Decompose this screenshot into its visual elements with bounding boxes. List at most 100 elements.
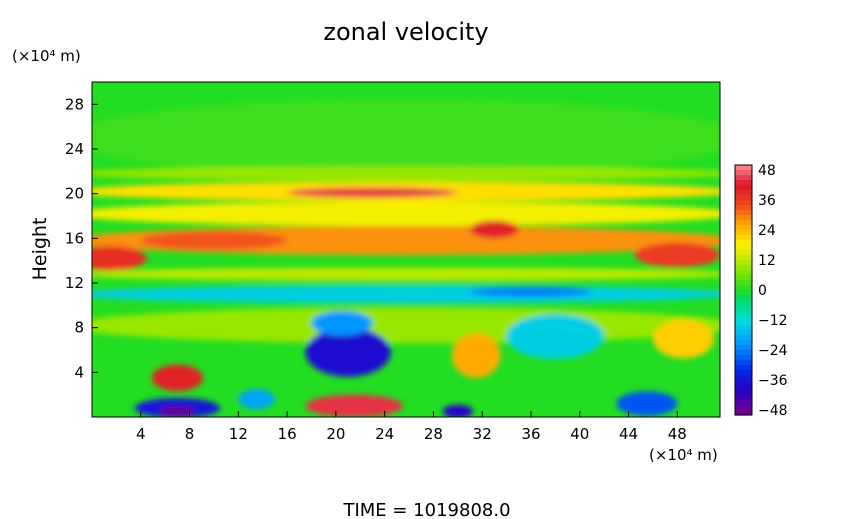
colorbar-tick-label: 48 (758, 163, 776, 179)
colorbar-segment (735, 245, 752, 251)
y-axis-ticks: 4 8 12 16 20 24 28 (65, 95, 98, 381)
colorbar-segment (735, 210, 752, 216)
colorbar-segment (735, 365, 752, 371)
colorbar-segment (735, 235, 752, 241)
colorbar-segment (735, 325, 752, 331)
y-tick-label: 16 (65, 229, 84, 247)
heatmap-region (652, 319, 714, 359)
colorbar-segment (735, 395, 752, 401)
time-label: TIME = 1019808.0 (342, 500, 510, 519)
x-tick-label: 12 (229, 425, 248, 443)
x-tick-label: 20 (326, 425, 345, 443)
colorbar-segment (735, 335, 752, 341)
colorbar-segment (735, 390, 752, 396)
colorbar-segment (735, 290, 752, 296)
heatmap-region (151, 364, 203, 392)
x-tick-label: 36 (521, 425, 540, 443)
heatmap-plot (92, 82, 720, 417)
heatmap-region (451, 333, 501, 378)
colorbar-segment (735, 355, 752, 361)
colorbar-segment (735, 170, 752, 176)
colorbar-segment (735, 320, 752, 326)
colorbar-segment (735, 260, 752, 266)
x-tick-label: 24 (375, 425, 394, 443)
y-tick-label: 28 (65, 95, 84, 113)
x-tick-label: 4 (136, 425, 146, 443)
colorbar-segment (735, 405, 752, 411)
x-tick-label: 16 (278, 425, 297, 443)
heatmap-region (92, 166, 720, 181)
colorbar-segment (735, 370, 752, 376)
colorbar-segment (735, 165, 752, 171)
heatmap-region (634, 242, 720, 268)
x-tick-label: 32 (473, 425, 492, 443)
x-tick-label: 8 (185, 425, 195, 443)
y-axis-label: Height (29, 218, 51, 281)
colorbar-segment (735, 350, 752, 356)
colorbar-segment (735, 310, 752, 316)
colorbar-segment (735, 360, 752, 366)
colorbar-segment (735, 285, 752, 291)
x-unit-label: (×10⁴ m) (649, 446, 718, 464)
colorbar-segment (735, 400, 752, 406)
heatmap-region (92, 267, 720, 281)
y-tick-label: 4 (74, 363, 84, 381)
heatmap-region (92, 246, 147, 271)
heatmap-region (311, 310, 373, 336)
colorbar-segment (735, 275, 752, 281)
colorbar-segment (735, 410, 752, 416)
heatmap-region (92, 201, 720, 227)
heatmap-region (470, 286, 592, 297)
y-tick-label: 12 (65, 274, 84, 292)
colorbar-segment (735, 345, 752, 351)
heatmap-region (470, 220, 519, 239)
colorbar-segment (735, 385, 752, 391)
colorbar-tick-label: 12 (758, 253, 776, 269)
heatmap-region (140, 231, 288, 250)
heatmap-region (506, 314, 605, 359)
colorbar-tick-label: 0 (758, 283, 767, 299)
heatmap-region (238, 389, 275, 410)
colorbar-segment (735, 230, 752, 236)
heatmap-region (305, 327, 391, 377)
heatmap-region (305, 394, 403, 417)
heatmap-region (92, 307, 720, 344)
x-tick-label: 44 (619, 425, 638, 443)
colorbar: 48 36 24 12 0 −12 −24 −36 −48 (734, 163, 788, 419)
colorbar-segment (735, 250, 752, 256)
colorbar-segment (735, 185, 752, 191)
colorbar-segment (735, 225, 752, 231)
colorbar-segment (735, 180, 752, 186)
colorbar-segment (735, 205, 752, 211)
heatmap-region (442, 404, 474, 417)
heatmap-region (92, 285, 720, 304)
colorbar-segment (735, 305, 752, 311)
y-tick-label: 8 (74, 319, 84, 337)
colorbar-frame (734, 164, 753, 416)
heatmap-region (159, 406, 196, 417)
colorbar-segment (735, 195, 752, 201)
colorbar-segment (735, 315, 752, 321)
colorbar-tick-label: −36 (758, 373, 788, 389)
x-axis-ticks: 4 8 12 16 20 24 28 32 36 40 44 48 (136, 411, 687, 443)
colorbar-segment (735, 265, 752, 271)
colorbar-segment (735, 300, 752, 306)
colorbar-tick-label: −24 (758, 343, 788, 359)
colorbar-segment (735, 200, 752, 206)
x-tick-label: 48 (668, 425, 687, 443)
colorbar-segment (735, 375, 752, 381)
colorbar-segment (735, 175, 752, 181)
heatmap-region (287, 187, 458, 198)
colorbar-segment (735, 220, 752, 226)
heatmap-region (92, 98, 720, 177)
chart-title: zonal velocity (323, 18, 488, 46)
colorbar-tick-label: 24 (758, 223, 776, 239)
colorbar-segment (735, 295, 752, 301)
colorbar-tick-label: 36 (758, 193, 776, 209)
y-tick-label: 24 (65, 140, 84, 158)
y-tick-label: 20 (65, 185, 84, 203)
plot-frame (91, 81, 721, 418)
colorbar-segment (735, 240, 752, 246)
colorbar-segment (735, 190, 752, 196)
